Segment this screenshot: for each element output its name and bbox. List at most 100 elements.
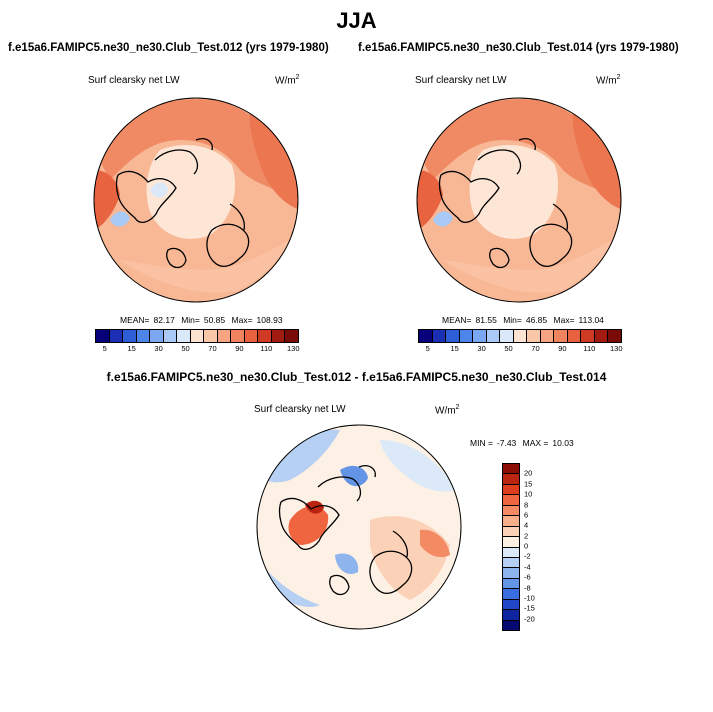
colorbar-swatch bbox=[231, 330, 245, 342]
panel2-variable-label: Surf clearsky net LW bbox=[415, 75, 507, 86]
panel2-mean: 81.55 bbox=[475, 315, 497, 325]
panel1-min: 50.85 bbox=[203, 315, 226, 325]
colorbar-tick-label: -20 bbox=[524, 614, 535, 624]
colorbar-tick-label: 30 bbox=[154, 344, 163, 353]
panel1-colorbar bbox=[95, 329, 299, 343]
coastlines-panel1 bbox=[115, 138, 250, 269]
colorbar-swatch bbox=[527, 330, 541, 342]
colorbar-tick-label: -4 bbox=[524, 562, 531, 572]
colorbar-tick-label: 8 bbox=[524, 500, 529, 509]
colorbar-tick-label: -6 bbox=[524, 572, 531, 582]
colorbar-tick-label: 110 bbox=[260, 344, 273, 353]
colorbar-swatch bbox=[500, 330, 514, 342]
figure-title: JJA bbox=[336, 8, 377, 33]
colorbar-tick-label: 50 bbox=[181, 344, 190, 353]
panel2-unit-label: W/m2 bbox=[596, 74, 621, 87]
colorbar-swatch bbox=[419, 330, 433, 342]
colorbar-swatch bbox=[503, 526, 519, 538]
colorbar-tick-label: 20 bbox=[524, 468, 533, 478]
colorbar-swatch bbox=[503, 464, 519, 475]
colorbar-swatch bbox=[150, 330, 164, 342]
panel1-max: 108.93 bbox=[256, 315, 283, 325]
colorbar-swatch bbox=[285, 330, 298, 342]
colorbar-swatch bbox=[503, 557, 519, 569]
colorbar-swatch bbox=[177, 330, 191, 342]
polar-map-difference bbox=[257, 425, 461, 629]
panel2-colorbar-ticks: 5 15 30 50 70 90 110 130 bbox=[418, 344, 623, 356]
diff-min: -7.43 bbox=[496, 438, 517, 448]
colorbar-swatch bbox=[503, 547, 519, 558]
colorbar-swatch bbox=[513, 330, 528, 342]
diff-stats: MIN = -7.43 MAX = 10.03 bbox=[470, 438, 574, 448]
colorbar-tick-label: 0 bbox=[524, 541, 529, 551]
colorbar-swatch bbox=[581, 330, 595, 342]
panel1-unit-label: W/m2 bbox=[275, 74, 300, 87]
colorbar-swatch bbox=[503, 589, 519, 600]
panel1-stats: MEAN= 82.17 Min= 50.85 Max= 108.93 bbox=[120, 315, 283, 325]
colorbar-swatch bbox=[217, 330, 232, 342]
colorbar-tick-label: 130 bbox=[610, 344, 623, 353]
colorbar-tick-label: -2 bbox=[524, 551, 531, 561]
coastlines-panel2 bbox=[438, 138, 573, 269]
colorbar-swatch bbox=[554, 330, 568, 342]
colorbar-swatch bbox=[446, 330, 460, 342]
diff-variable-label: Surf clearsky net LW bbox=[254, 404, 346, 415]
colorbar-tick-label: -8 bbox=[524, 583, 531, 592]
colorbar-tick-label: 90 bbox=[235, 344, 244, 353]
colorbar-tick-label: 130 bbox=[287, 344, 300, 353]
polar-map-panel1 bbox=[94, 98, 298, 302]
panel2-stats: MEAN= 81.55 Min= 46.85 Max= 113.04 bbox=[442, 315, 604, 325]
colorbar-tick-label: 15 bbox=[524, 479, 533, 489]
colorbar-swatch bbox=[594, 330, 609, 342]
colorbar-swatch bbox=[136, 330, 151, 342]
colorbar-swatch bbox=[503, 620, 519, 630]
diff-unit-label: W/m2 bbox=[435, 404, 460, 417]
colorbar-swatch bbox=[503, 484, 519, 496]
colorbar-swatch bbox=[109, 330, 124, 342]
colorbar-tick-label: -15 bbox=[524, 603, 535, 613]
diff-colorbar bbox=[502, 463, 520, 631]
colorbar-swatch bbox=[258, 330, 272, 342]
colorbar-swatch bbox=[163, 330, 178, 342]
colorbar-tick-label: 10 bbox=[524, 489, 533, 499]
colorbar-swatch bbox=[503, 505, 519, 517]
colorbar-tick-label: 90 bbox=[558, 344, 567, 353]
colorbar-swatch bbox=[190, 330, 205, 342]
colorbar-tick-label: 5 bbox=[102, 344, 107, 353]
colorbar-tick-label: -10 bbox=[524, 593, 535, 603]
colorbar-swatch bbox=[432, 330, 447, 342]
colorbar-tick-label: 30 bbox=[477, 344, 486, 353]
polar-map-panel2 bbox=[417, 98, 621, 302]
colorbar-swatch bbox=[96, 330, 110, 342]
panel2-max: 113.04 bbox=[578, 315, 604, 325]
panel1-mean: 82.17 bbox=[153, 315, 175, 325]
colorbar-tick-label: 15 bbox=[450, 344, 459, 353]
colorbar-swatch bbox=[503, 599, 519, 611]
colorbar-swatch bbox=[503, 474, 519, 485]
colorbar-swatch bbox=[123, 330, 137, 342]
colorbar-swatch bbox=[608, 330, 621, 342]
panel1-colorbar-ticks: 5 15 30 50 70 90 110 130 bbox=[95, 344, 300, 356]
diff-colorbar-ticks: 20 15 10 8 6 4 2 0 -2 -4 -6 -8 -10 -15 -20 bbox=[524, 463, 554, 631]
colorbar-tick-label: 110 bbox=[583, 344, 596, 353]
colorbar-tick-label: 50 bbox=[504, 344, 513, 353]
difference-title: f.e15a6.FAMIPC5.ne30_ne30.Club_Test.012 … bbox=[106, 370, 607, 384]
colorbar-swatch bbox=[204, 330, 218, 342]
colorbar-swatch bbox=[503, 495, 519, 506]
panel1-case-title: f.e15a6.FAMIPC5.ne30_ne30.Club_Test.012 … bbox=[8, 42, 329, 54]
colorbar-swatch bbox=[503, 578, 519, 590]
colorbar-tick-label: 5 bbox=[425, 344, 430, 353]
colorbar-swatch bbox=[473, 330, 487, 342]
colorbar-tick-label: 4 bbox=[524, 520, 529, 530]
colorbar-swatch bbox=[503, 537, 519, 548]
coastlines-difference bbox=[278, 465, 413, 596]
panel1-variable-label: Surf clearsky net LW bbox=[88, 75, 180, 86]
colorbar-swatch bbox=[503, 516, 519, 527]
colorbar-swatch bbox=[459, 330, 474, 342]
colorbar-swatch bbox=[271, 330, 286, 342]
colorbar-swatch bbox=[486, 330, 501, 342]
colorbar-swatch bbox=[540, 330, 555, 342]
colorbar-tick-label: 15 bbox=[127, 344, 136, 353]
colorbar-tick-label: 70 bbox=[208, 344, 217, 353]
